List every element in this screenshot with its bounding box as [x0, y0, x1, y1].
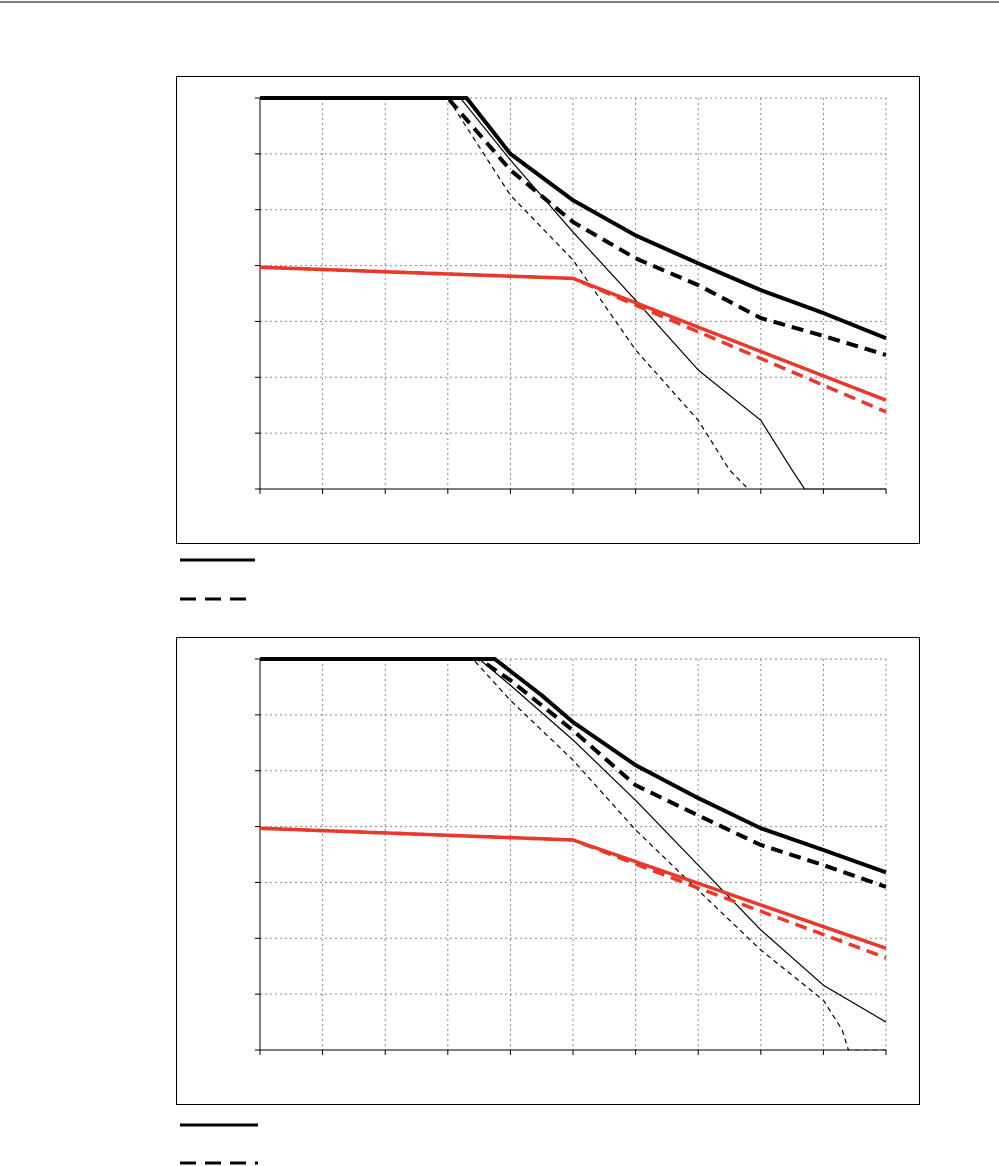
series-line — [260, 96, 887, 341]
series-line — [259, 826, 887, 960]
series-line — [260, 657, 887, 889]
series-line — [260, 97, 749, 490]
chart-frame — [176, 76, 920, 544]
series-line — [259, 265, 887, 414]
series-line — [260, 96, 887, 357]
series-line — [260, 657, 887, 875]
series-line — [260, 658, 886, 1051]
series-line — [260, 97, 886, 490]
chart-frame — [176, 637, 920, 1105]
series-line — [260, 658, 887, 1023]
